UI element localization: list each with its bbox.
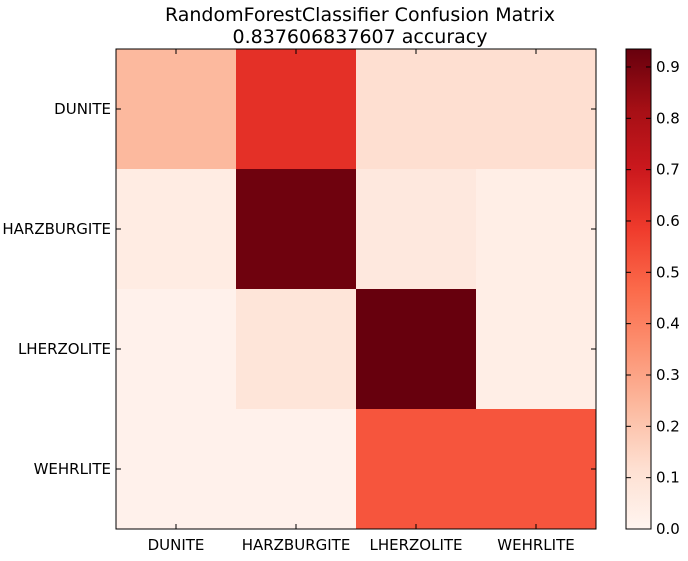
x-tick-label: HARZBURGITE (242, 536, 351, 554)
heatmap-cell-r0-c2 (356, 49, 477, 170)
colorbar-tick-label: 0.4 (656, 315, 680, 333)
heatmap-cell-r0-c0 (116, 49, 237, 170)
colorbar-tick-label: 0.1 (656, 469, 680, 487)
heatmap-cell-r0-c1 (236, 49, 357, 170)
chart-subtitle: 0.837606837607 accuracy (232, 26, 488, 48)
y-tick-label: HARZBURGITE (2, 220, 111, 238)
y-tick-label: LHERZOLITE (18, 340, 111, 358)
colorbar-tick-label: 0.5 (656, 263, 680, 281)
heatmap-cell-r3-c1 (236, 409, 357, 530)
heatmap-cell-r1-c2 (356, 169, 477, 290)
y-tick-label: WEHRLITE (34, 460, 111, 478)
y-axis: DUNITE HARZBURGITE LHERZOLITE WEHRLITE (2, 100, 596, 478)
x-tick-label: LHERZOLITE (369, 536, 462, 554)
heatmap-cell-r1-c3 (476, 169, 597, 290)
heatmap-cell-r1-c0 (116, 169, 237, 290)
x-tick-label: DUNITE (148, 536, 205, 554)
heatmap-cell-r2-c3 (476, 289, 597, 410)
plot-frame (115, 48, 597, 530)
colorbar-tick-label: 0.8 (656, 109, 680, 127)
heatmap-cell-r0-c3 (476, 49, 597, 170)
heatmap-cell-r3-c3 (476, 409, 597, 530)
colorbar-tick-label: 0.9 (656, 58, 680, 76)
heatmap-cell-r1-c1 (236, 169, 357, 290)
heatmap-cells (116, 49, 597, 530)
heatmap-cell-r3-c2 (356, 409, 477, 530)
chart-title: RandomForestClassifier Confusion Matrix (164, 4, 556, 26)
colorbar: 0.0 0.1 0.2 0.3 0.4 0.5 0.6 0.7 0.8 0.9 (625, 48, 680, 538)
colorbar-tick-label: 0.3 (656, 366, 680, 384)
x-tick-label: WEHRLITE (497, 536, 574, 554)
y-tick-label: DUNITE (54, 100, 111, 118)
heatmap-cell-r2-c1 (236, 289, 357, 410)
heatmap-cell-r2-c2 (356, 289, 477, 410)
colorbar-tick-label: 0.7 (656, 161, 680, 179)
x-axis: DUNITE HARZBURGITE LHERZOLITE WEHRLITE (148, 49, 575, 554)
colorbar-tick-label: 0.6 (656, 212, 680, 230)
heatmap-cell-r2-c0 (116, 289, 237, 410)
colorbar-tick-label: 0.2 (656, 417, 680, 435)
colorbar-tick-label: 0.0 (656, 520, 680, 538)
heatmap-cell-r3-c0 (116, 409, 237, 530)
colorbar-gradient (625, 48, 652, 530)
